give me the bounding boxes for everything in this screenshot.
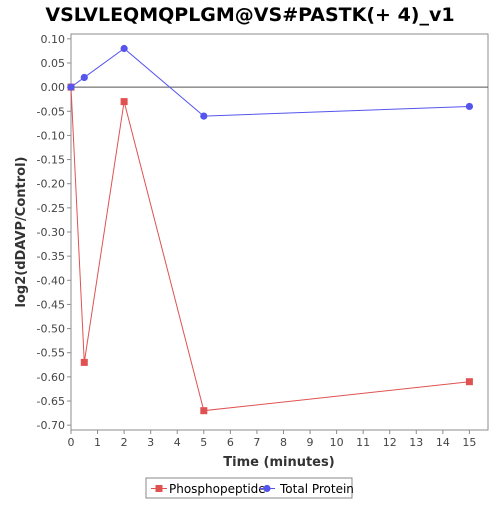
data-point-total-protein xyxy=(200,112,208,120)
x-tick-label: 5 xyxy=(200,436,207,449)
x-tick-label: 15 xyxy=(462,436,476,449)
x-axis: 0 1 2 3 4 5 6 7 8 9 10 11 12 13 14 15 xyxy=(68,430,476,449)
data-point-phosphopeptide xyxy=(465,378,473,386)
y-axis-title: log2(dDAVP/Control) xyxy=(14,157,29,308)
y-tick-label: 0.05 xyxy=(41,57,66,70)
chart-title: VSLVLEQMQPLGM@VS#PASTK(+ 4)_v1 xyxy=(45,4,454,26)
data-point-total-protein xyxy=(80,73,88,82)
y-tick-label: -0.30 xyxy=(37,226,65,239)
series-layer xyxy=(67,44,474,415)
y-tick-label: -0.60 xyxy=(37,371,65,384)
y-tick-label: -0.50 xyxy=(37,323,65,336)
data-point-total-protein xyxy=(120,44,128,53)
x-tick-label: 2 xyxy=(121,436,128,449)
x-tick-label: 0 xyxy=(68,436,75,449)
x-tick-label: 1 xyxy=(94,436,101,449)
y-axis: 0.10 0.05 0.00 -0.05 -0.10 -0.15 -0.20 -0.25 -0.… xyxy=(37,33,71,432)
x-tick-label: 9 xyxy=(307,436,314,449)
y-tick-label: -0.45 xyxy=(37,298,65,311)
y-tick-label: -0.40 xyxy=(37,274,65,287)
x-tick-label: 11 xyxy=(356,436,370,449)
x-axis-title: Time (minutes) xyxy=(223,455,334,470)
data-point-phosphopeptide xyxy=(80,358,88,366)
x-tick-label: 6 xyxy=(227,436,234,449)
legend-label-total-protein: Total Protein xyxy=(279,482,354,496)
y-tick-label: -0.25 xyxy=(37,202,65,215)
x-tick-label: 12 xyxy=(383,436,397,449)
y-tick-label: -0.55 xyxy=(37,347,65,360)
legend-marker-total-protein xyxy=(263,484,271,493)
y-tick-label: -0.65 xyxy=(37,395,65,408)
x-tick-label: 7 xyxy=(253,436,260,449)
legend-label-phosphopeptide: Phosphopeptide xyxy=(169,482,266,496)
y-tick-label: -0.10 xyxy=(37,129,65,142)
plot-area xyxy=(70,33,489,431)
y-tick-label: -0.20 xyxy=(37,178,65,191)
y-tick-label: -0.35 xyxy=(37,250,65,263)
data-point-total-protein xyxy=(67,83,75,91)
data-point-phosphopeptide xyxy=(120,98,128,106)
y-tick-label: 0.10 xyxy=(41,33,66,46)
x-tick-label: 13 xyxy=(409,436,423,449)
x-tick-label: 8 xyxy=(280,436,287,449)
legend: Phosphopeptide Total Protein xyxy=(145,477,354,499)
y-tick-label: 0.00 xyxy=(41,81,66,94)
data-point-total-protein xyxy=(465,102,474,111)
legend-marker-phosphopeptide xyxy=(155,485,163,492)
x-tick-label: 4 xyxy=(174,436,181,449)
y-tick-label: -0.15 xyxy=(37,154,65,167)
y-tick-label: -0.70 xyxy=(37,419,65,432)
legend-box xyxy=(145,477,353,499)
x-tick-label: 3 xyxy=(147,436,154,449)
y-tick-label: -0.05 xyxy=(37,105,65,118)
data-point-phosphopeptide xyxy=(200,407,208,415)
x-tick-label: 14 xyxy=(436,436,450,449)
x-tick-label: 10 xyxy=(330,436,344,449)
